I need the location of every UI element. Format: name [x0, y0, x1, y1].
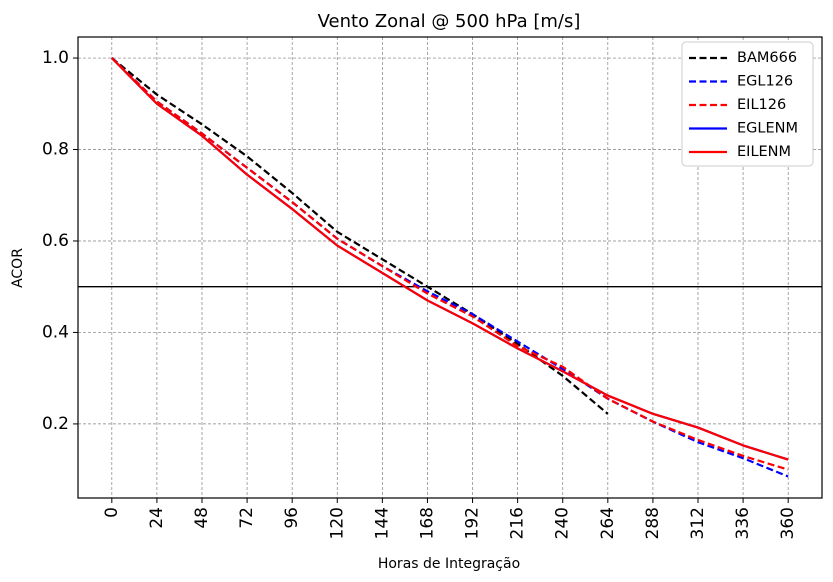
y-tick-label: 0.4 — [42, 322, 69, 342]
x-tick-label: 360 — [778, 507, 798, 539]
x-tick-label: 24 — [147, 507, 167, 529]
y-tick-label: 0.2 — [42, 414, 69, 434]
series-group — [111, 57, 789, 478]
chart-title: Vento Zonal @ 500 hPa [m/s] — [318, 11, 581, 32]
x-tick-label: 216 — [508, 507, 528, 539]
y-axis-ticks: 0.2 0.4 0.6 0.8 1.0 — [42, 48, 78, 434]
x-tick-label: 336 — [733, 507, 753, 539]
x-tick-label: 168 — [417, 507, 437, 539]
y-axis-label: ACOR — [10, 248, 26, 288]
x-tick-label: 72 — [237, 507, 257, 529]
x-tick-label: 312 — [688, 507, 708, 539]
y-tick-label: 0.8 — [42, 140, 69, 160]
legend-label-eglenm: EGLENM — [737, 121, 798, 137]
x-tick-label: 288 — [643, 507, 663, 539]
x-tick-label: 264 — [598, 507, 618, 539]
x-tick-label: 192 — [463, 507, 483, 539]
x-tick-label: 48 — [192, 507, 212, 529]
legend-label-eilenm: EILENM — [737, 144, 791, 160]
y-tick-label: 1.0 — [42, 48, 69, 68]
x-tick-label: 144 — [372, 507, 392, 539]
legend-label-egl126: EGL126 — [737, 74, 793, 90]
legend-label-bam666: BAM666 — [737, 50, 797, 66]
x-axis-ticks: 0 24 48 72 96 120 144 168 192 216 240 264 288 312 336 3… — [102, 498, 798, 539]
x-tick-label: 0 — [102, 507, 122, 518]
legend-box — [681, 41, 814, 167]
x-tick-label: 240 — [553, 507, 573, 539]
plot-frame — [77, 36, 823, 499]
series-line-eil126 — [111, 57, 789, 471]
series-line-eilenm — [111, 57, 789, 461]
x-axis-label: Horas de Integração — [378, 556, 520, 572]
x-tick-label: 96 — [282, 507, 302, 529]
legend-label-eil126: EIL126 — [737, 97, 786, 113]
legend: BAM666 EGL126 EIL126 EGLENM EILENM — [681, 41, 814, 167]
x-tick-label: 120 — [327, 507, 347, 539]
y-tick-label: 0.6 — [42, 231, 69, 251]
